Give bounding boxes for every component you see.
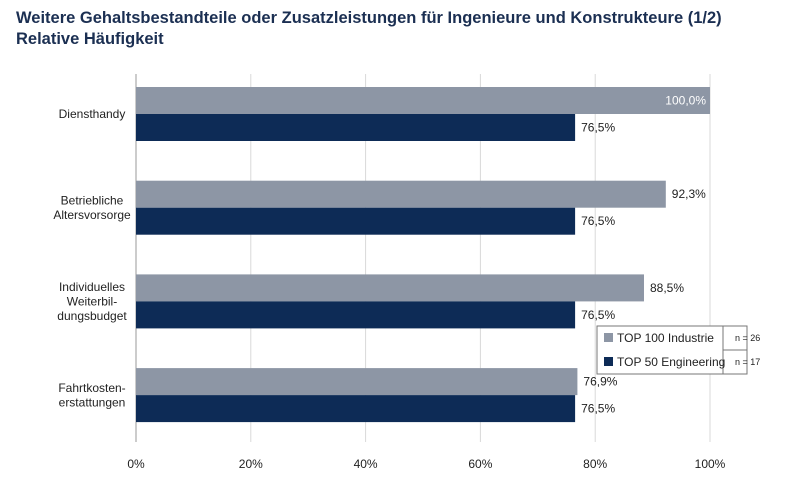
data-label: 76,5%: [581, 121, 615, 135]
data-label: 92,3%: [672, 187, 706, 201]
data-label: 100,0%: [665, 94, 706, 108]
category-label: dungsbudget: [57, 309, 127, 323]
x-tick-label: 100%: [695, 457, 726, 471]
x-tick-label: 40%: [354, 457, 378, 471]
x-tick-label: 60%: [468, 457, 492, 471]
bar-top100: [136, 368, 578, 396]
bar-top50: [136, 301, 576, 329]
bar-top100: [136, 274, 644, 302]
category-label: erstattungen: [59, 395, 126, 409]
category-label: Altersvorsorge: [53, 208, 131, 222]
category-label: Diensthandy: [59, 107, 126, 121]
data-label: 76,5%: [581, 308, 615, 322]
legend-label: TOP 50 Engineering: [617, 355, 725, 369]
category-label: Fahrtkosten-: [58, 381, 125, 395]
category-label: Betriebliche: [61, 193, 124, 207]
x-tick-label: 0%: [127, 457, 145, 471]
chart-subtitle: Relative Häufigkeit: [16, 30, 164, 48]
bar-top50: [136, 395, 576, 423]
category-label: Weiterbil-: [67, 294, 117, 308]
data-label: 76,5%: [581, 214, 615, 228]
bar-top50: [136, 114, 576, 141]
x-tick-label: 80%: [583, 457, 607, 471]
data-label: 76,5%: [581, 402, 615, 416]
data-label: 76,9%: [583, 375, 617, 389]
category-label: Individuelles: [59, 280, 125, 294]
legend-swatch: [604, 357, 613, 366]
bar-top100: [136, 180, 666, 208]
legend-n: n = 26: [735, 333, 760, 343]
bar-top100: [136, 87, 710, 114]
chart-title: Weitere Gehaltsbestandteile oder Zusatzl…: [16, 9, 722, 27]
legend-swatch: [604, 333, 613, 342]
data-label: 88,5%: [650, 281, 684, 295]
chart-title-block: Weitere Gehaltsbestandteile oder Zusatzl…: [16, 8, 722, 50]
legend-box: [596, 325, 748, 375]
x-tick-label: 20%: [239, 457, 263, 471]
legend-label: TOP 100 Industrie: [617, 331, 714, 345]
bar-top50: [136, 207, 576, 235]
legend-n: n = 17: [735, 357, 760, 367]
